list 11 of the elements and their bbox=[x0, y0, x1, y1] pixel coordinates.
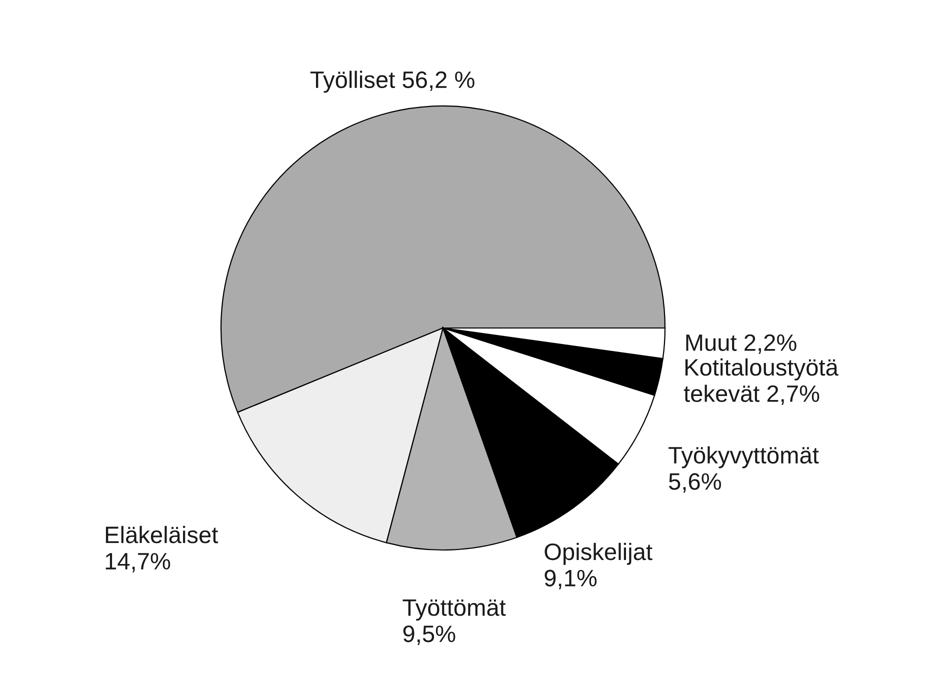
data-label: 5,6% bbox=[668, 473, 722, 493]
data-label: 9,1% bbox=[544, 570, 597, 590]
slice-label: Muut 2,2% bbox=[686, 334, 796, 354]
slice-label: Työkyvyttömät bbox=[668, 446, 819, 468]
slice-label: Työlliset 56,2 % bbox=[310, 70, 474, 93]
slice-label: Kotitaloustyötä tekevät 2,7% bbox=[684, 358, 838, 405]
slice-label: Opiskelijat bbox=[544, 542, 652, 565]
data-label: 9,5% bbox=[403, 626, 456, 646]
slice-label: Eläkeläiset bbox=[106, 526, 218, 544]
slice-label: Työttömät bbox=[402, 599, 506, 621]
data-label: 14,7% bbox=[106, 552, 170, 572]
